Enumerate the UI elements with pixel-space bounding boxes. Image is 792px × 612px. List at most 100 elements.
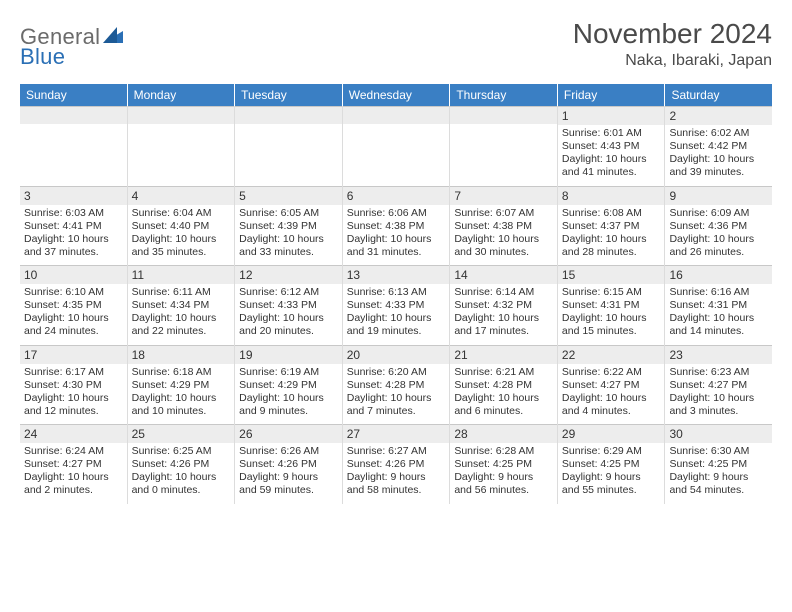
day-cell: 25Sunrise: 6:25 AMSunset: 4:26 PMDayligh… [128, 424, 236, 504]
sunrise-text: Sunrise: 6:14 AM [454, 286, 553, 299]
day-number: 8 [558, 186, 665, 205]
day-number: 11 [128, 265, 235, 284]
day-cell: 19Sunrise: 6:19 AMSunset: 4:29 PMDayligh… [235, 345, 343, 425]
day-number: 17 [20, 345, 127, 364]
sunrise-text: Sunrise: 6:27 AM [347, 445, 446, 458]
sunrise-text: Sunrise: 6:09 AM [669, 207, 768, 220]
sunrise-text: Sunrise: 6:10 AM [24, 286, 123, 299]
daylight-text: Daylight: 10 hours and 14 minutes. [669, 312, 768, 338]
sunset-text: Sunset: 4:33 PM [239, 299, 338, 312]
day-content: Sunrise: 6:25 AMSunset: 4:26 PMDaylight:… [128, 443, 235, 504]
sunrise-text: Sunrise: 6:25 AM [132, 445, 231, 458]
day-number: 15 [558, 265, 665, 284]
day-content: Sunrise: 6:12 AMSunset: 4:33 PMDaylight:… [235, 284, 342, 345]
sunset-text: Sunset: 4:36 PM [669, 220, 768, 233]
sunset-text: Sunset: 4:39 PM [239, 220, 338, 233]
daylight-text: Daylight: 10 hours and 33 minutes. [239, 233, 338, 259]
day-content: Sunrise: 6:02 AMSunset: 4:42 PMDaylight:… [665, 125, 772, 186]
weekday-header: Monday [128, 84, 236, 106]
sunrise-text: Sunrise: 6:20 AM [347, 366, 446, 379]
sunrise-text: Sunrise: 6:26 AM [239, 445, 338, 458]
day-cell: 13Sunrise: 6:13 AMSunset: 4:33 PMDayligh… [343, 265, 451, 345]
day-cell: 15Sunrise: 6:15 AMSunset: 4:31 PMDayligh… [558, 265, 666, 345]
day-cell: 10Sunrise: 6:10 AMSunset: 4:35 PMDayligh… [20, 265, 128, 345]
sunset-text: Sunset: 4:25 PM [562, 458, 661, 471]
day-cell: 22Sunrise: 6:22 AMSunset: 4:27 PMDayligh… [558, 345, 666, 425]
day-cell: 29Sunrise: 6:29 AMSunset: 4:25 PMDayligh… [558, 424, 666, 504]
calendar: SundayMondayTuesdayWednesdayThursdayFrid… [20, 84, 772, 504]
weekday-header: Tuesday [235, 84, 343, 106]
day-cell [128, 106, 236, 186]
empty-day [20, 106, 127, 124]
week-row: 3Sunrise: 6:03 AMSunset: 4:41 PMDaylight… [20, 186, 772, 266]
day-content: Sunrise: 6:23 AMSunset: 4:27 PMDaylight:… [665, 364, 772, 425]
daylight-text: Daylight: 10 hours and 30 minutes. [454, 233, 553, 259]
sunset-text: Sunset: 4:29 PM [132, 379, 231, 392]
day-cell: 9Sunrise: 6:09 AMSunset: 4:36 PMDaylight… [665, 186, 772, 266]
daylight-text: Daylight: 10 hours and 7 minutes. [347, 392, 446, 418]
sunset-text: Sunset: 4:26 PM [239, 458, 338, 471]
day-content: Sunrise: 6:28 AMSunset: 4:25 PMDaylight:… [450, 443, 557, 504]
daylight-text: Daylight: 9 hours and 58 minutes. [347, 471, 446, 497]
sunrise-text: Sunrise: 6:23 AM [669, 366, 768, 379]
daylight-text: Daylight: 10 hours and 26 minutes. [669, 233, 768, 259]
day-content: Sunrise: 6:18 AMSunset: 4:29 PMDaylight:… [128, 364, 235, 425]
day-cell: 1Sunrise: 6:01 AMSunset: 4:43 PMDaylight… [558, 106, 666, 186]
daylight-text: Daylight: 10 hours and 4 minutes. [562, 392, 661, 418]
day-content: Sunrise: 6:24 AMSunset: 4:27 PMDaylight:… [20, 443, 127, 504]
day-number: 22 [558, 345, 665, 364]
day-number: 5 [235, 186, 342, 205]
day-cell: 28Sunrise: 6:28 AMSunset: 4:25 PMDayligh… [450, 424, 558, 504]
weekday-header: Friday [558, 84, 666, 106]
sunset-text: Sunset: 4:27 PM [669, 379, 768, 392]
day-number: 26 [235, 424, 342, 443]
flag-icon [103, 27, 123, 48]
sunrise-text: Sunrise: 6:08 AM [562, 207, 661, 220]
empty-day [128, 106, 235, 124]
sunrise-text: Sunrise: 6:18 AM [132, 366, 231, 379]
sunset-text: Sunset: 4:43 PM [562, 140, 661, 153]
day-number: 30 [665, 424, 772, 443]
sunset-text: Sunset: 4:33 PM [347, 299, 446, 312]
logo-line2: Blue [20, 44, 65, 70]
sunrise-text: Sunrise: 6:16 AM [669, 286, 768, 299]
sunset-text: Sunset: 4:37 PM [562, 220, 661, 233]
day-number: 18 [128, 345, 235, 364]
day-cell: 2Sunrise: 6:02 AMSunset: 4:42 PMDaylight… [665, 106, 772, 186]
sunrise-text: Sunrise: 6:21 AM [454, 366, 553, 379]
day-cell: 20Sunrise: 6:20 AMSunset: 4:28 PMDayligh… [343, 345, 451, 425]
sunset-text: Sunset: 4:25 PM [454, 458, 553, 471]
sunset-text: Sunset: 4:35 PM [24, 299, 123, 312]
day-number: 2 [665, 106, 772, 125]
sunrise-text: Sunrise: 6:29 AM [562, 445, 661, 458]
day-number: 27 [343, 424, 450, 443]
day-content: Sunrise: 6:21 AMSunset: 4:28 PMDaylight:… [450, 364, 557, 425]
day-cell: 7Sunrise: 6:07 AMSunset: 4:38 PMDaylight… [450, 186, 558, 266]
sunrise-text: Sunrise: 6:19 AM [239, 366, 338, 379]
day-cell [235, 106, 343, 186]
day-cell: 3Sunrise: 6:03 AMSunset: 4:41 PMDaylight… [20, 186, 128, 266]
daylight-text: Daylight: 10 hours and 35 minutes. [132, 233, 231, 259]
day-content: Sunrise: 6:07 AMSunset: 4:38 PMDaylight:… [450, 205, 557, 266]
day-number: 29 [558, 424, 665, 443]
sunrise-text: Sunrise: 6:07 AM [454, 207, 553, 220]
day-content: Sunrise: 6:29 AMSunset: 4:25 PMDaylight:… [558, 443, 665, 504]
day-cell: 12Sunrise: 6:12 AMSunset: 4:33 PMDayligh… [235, 265, 343, 345]
weekday-header: Wednesday [343, 84, 451, 106]
sunset-text: Sunset: 4:42 PM [669, 140, 768, 153]
day-number: 1 [558, 106, 665, 125]
empty-day [235, 106, 342, 124]
day-number: 16 [665, 265, 772, 284]
weekday-row: SundayMondayTuesdayWednesdayThursdayFrid… [20, 84, 772, 106]
sunrise-text: Sunrise: 6:02 AM [669, 127, 768, 140]
daylight-text: Daylight: 9 hours and 59 minutes. [239, 471, 338, 497]
day-content: Sunrise: 6:13 AMSunset: 4:33 PMDaylight:… [343, 284, 450, 345]
day-cell [20, 106, 128, 186]
title-block: November 2024 Naka, Ibaraki, Japan [573, 18, 772, 70]
day-content: Sunrise: 6:10 AMSunset: 4:35 PMDaylight:… [20, 284, 127, 345]
sunset-text: Sunset: 4:31 PM [562, 299, 661, 312]
day-content: Sunrise: 6:14 AMSunset: 4:32 PMDaylight:… [450, 284, 557, 345]
day-number: 14 [450, 265, 557, 284]
calendar-body: 1Sunrise: 6:01 AMSunset: 4:43 PMDaylight… [20, 106, 772, 504]
weekday-header: Sunday [20, 84, 128, 106]
